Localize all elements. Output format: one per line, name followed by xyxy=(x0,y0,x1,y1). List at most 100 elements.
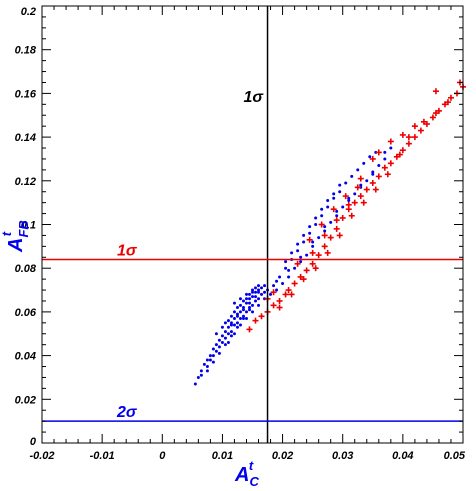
data-point-blue xyxy=(260,286,264,290)
data-point-blue xyxy=(338,183,342,187)
data-point-blue xyxy=(235,314,239,318)
data-point-red xyxy=(351,199,358,206)
data-point-blue xyxy=(320,207,324,211)
data-point-red xyxy=(276,304,283,311)
data-point-blue xyxy=(238,323,242,327)
data-point-red xyxy=(309,249,316,256)
data-point-red xyxy=(318,221,325,228)
data-point-blue xyxy=(332,192,336,196)
x-tick-label: -0.02 xyxy=(29,450,54,462)
data-point-blue xyxy=(251,310,254,314)
data-point-red xyxy=(423,120,430,127)
data-point-blue xyxy=(251,303,254,307)
data-point-blue xyxy=(302,233,306,237)
data-point-blue xyxy=(263,284,267,288)
data-point-red xyxy=(324,249,331,256)
data-point-red xyxy=(246,326,253,333)
data-point-blue xyxy=(323,229,327,233)
data-point-red xyxy=(411,134,418,141)
data-point-red xyxy=(285,287,292,294)
data-point-blue xyxy=(247,301,251,305)
data-point-blue xyxy=(362,161,366,165)
x-tick-label: 0.02 xyxy=(272,450,293,462)
data-point-blue xyxy=(251,295,254,299)
data-point-blue xyxy=(344,181,348,185)
data-point-blue xyxy=(311,244,315,248)
data-point-blue xyxy=(254,295,258,299)
data-point-red xyxy=(288,291,295,298)
data-point-red xyxy=(363,186,370,193)
data-point-blue xyxy=(247,308,251,312)
data-point-blue xyxy=(308,225,312,229)
y-tick-label: 0.06 xyxy=(15,307,37,319)
data-point-blue xyxy=(238,310,242,314)
y-tick-label: 0.2 xyxy=(21,6,36,18)
svg-text:AFBt: AFBt xyxy=(0,220,31,253)
data-point-blue xyxy=(241,316,245,320)
data-point-red xyxy=(315,252,322,259)
data-point-blue xyxy=(232,310,236,314)
data-point-blue xyxy=(229,334,233,338)
data-point-blue xyxy=(275,279,279,283)
data-point-red xyxy=(321,243,328,250)
data-point-blue xyxy=(317,236,321,240)
data-point-red xyxy=(435,107,442,114)
data-point-blue xyxy=(383,150,387,154)
data-point-blue xyxy=(299,260,303,264)
data-point-blue xyxy=(290,251,294,255)
data-point-blue xyxy=(229,314,233,318)
data-point-blue xyxy=(196,375,200,379)
data-point-blue xyxy=(217,338,221,342)
data-point-red xyxy=(321,232,328,239)
data-point-blue xyxy=(314,223,318,226)
data-point-red xyxy=(387,138,394,145)
data-point-red xyxy=(411,123,418,130)
data-point-blue xyxy=(305,253,309,257)
data-point-red xyxy=(339,214,346,221)
data-point-blue xyxy=(211,347,215,351)
data-point-blue xyxy=(229,323,233,327)
data-point-blue xyxy=(338,190,342,194)
data-point-red xyxy=(360,199,367,206)
data-point-blue xyxy=(329,220,333,224)
data-point-red xyxy=(276,297,283,304)
data-point-red xyxy=(441,101,448,108)
data-point-red xyxy=(342,193,349,200)
data-point-red xyxy=(297,273,304,280)
reference-label-vertical: 1σ xyxy=(244,89,265,106)
data-point-blue xyxy=(241,314,245,318)
y-tick-label: 0.14 xyxy=(15,132,36,144)
y-tick-label: 0.12 xyxy=(15,176,36,188)
reference-lines-layer xyxy=(42,6,463,443)
data-point-blue xyxy=(254,286,258,290)
y-tick-label: 0.18 xyxy=(15,45,37,57)
data-point-blue xyxy=(341,205,345,209)
x-tick-label: 0.01 xyxy=(212,450,233,462)
x-axis-title: ACt xyxy=(234,458,259,489)
data-point-blue xyxy=(287,275,291,279)
data-point-red xyxy=(252,317,259,324)
data-point-blue xyxy=(217,345,221,349)
y-tick-label: 0.04 xyxy=(15,351,36,363)
data-point-blue xyxy=(275,288,279,292)
data-point-blue xyxy=(308,231,312,235)
data-point-red xyxy=(333,225,340,232)
data-point-blue xyxy=(251,288,254,292)
data-point-blue xyxy=(205,358,209,362)
data-point-red xyxy=(345,201,352,208)
y-tick-label: 0.16 xyxy=(15,88,37,100)
data-point-blue xyxy=(235,312,239,316)
data-point-blue xyxy=(244,292,248,296)
data-point-red xyxy=(270,289,277,296)
data-point-blue xyxy=(226,340,230,344)
data-point-blue xyxy=(272,284,276,288)
data-point-blue xyxy=(293,266,297,270)
data-point-red xyxy=(282,291,289,298)
data-point-blue xyxy=(368,155,372,159)
data-point-blue xyxy=(278,275,282,279)
data-point-blue xyxy=(241,308,245,312)
data-point-blue xyxy=(205,365,209,369)
y-tick-label: 0 xyxy=(30,436,37,448)
